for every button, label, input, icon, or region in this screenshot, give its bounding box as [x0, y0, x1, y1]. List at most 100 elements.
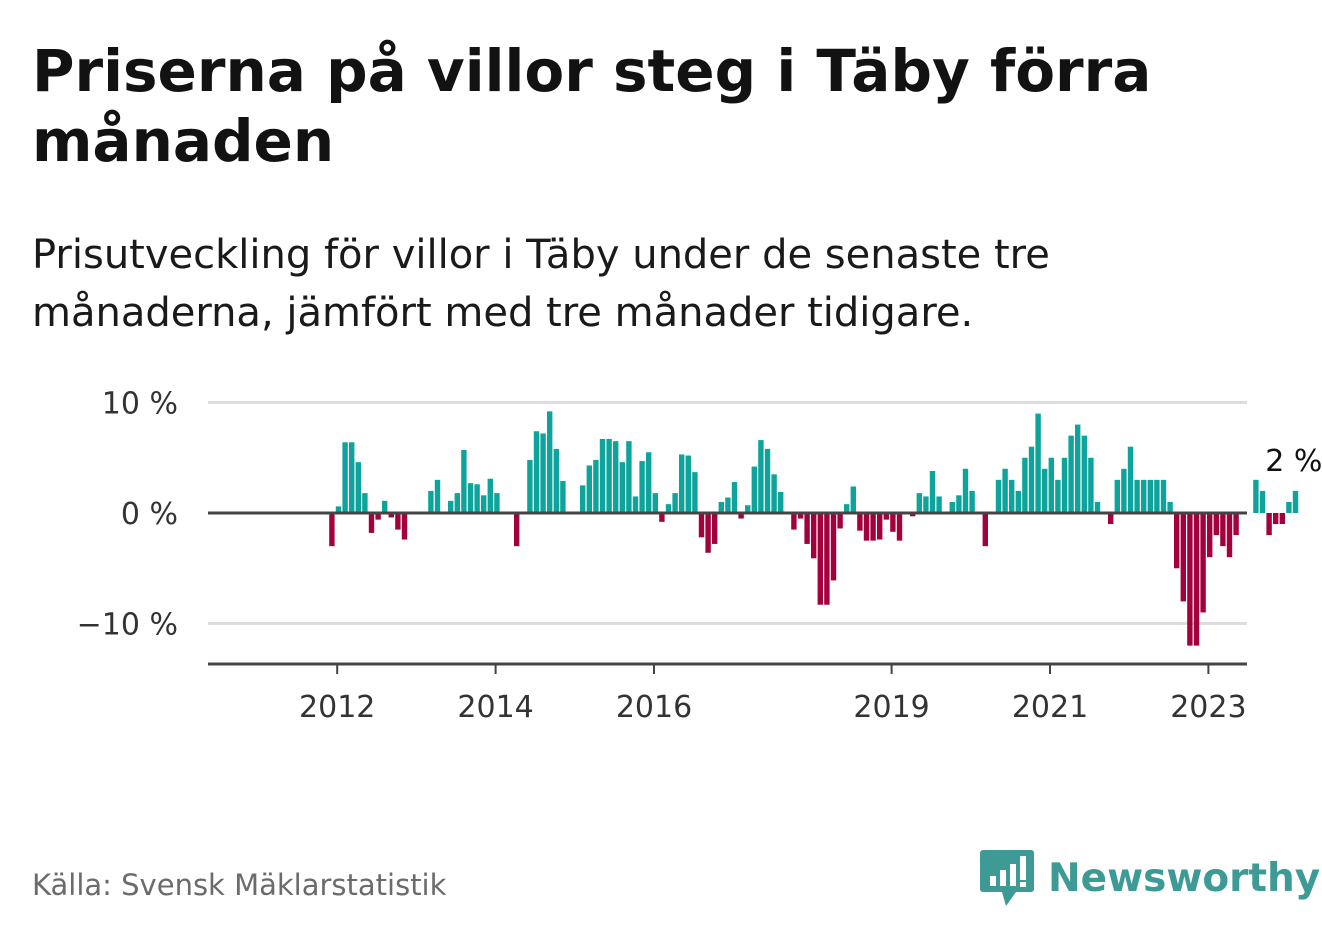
- bar: [586, 465, 592, 513]
- bar: [547, 411, 553, 513]
- bar: [758, 440, 764, 513]
- bar: [481, 495, 487, 513]
- bar: [1042, 468, 1048, 513]
- bar-series: [329, 411, 1299, 646]
- bar: [606, 438, 612, 513]
- bar: [368, 513, 375, 533]
- bar: [553, 448, 559, 513]
- bar: [593, 459, 599, 513]
- bar: [1286, 501, 1292, 513]
- bar: [1160, 479, 1167, 513]
- bar: [626, 441, 632, 513]
- bar: [1193, 513, 1200, 646]
- bar: [1259, 490, 1266, 513]
- bar: [487, 478, 493, 513]
- bar: [1048, 457, 1054, 513]
- bar: [342, 442, 348, 513]
- last-value-annotation: 2 %: [1265, 444, 1322, 479]
- bar: [870, 513, 876, 541]
- bar: [712, 513, 718, 544]
- bar: [916, 493, 922, 513]
- bar: [659, 513, 665, 522]
- bar: [982, 513, 988, 547]
- bar: [540, 433, 546, 513]
- bar: [1253, 479, 1259, 513]
- bar: [335, 506, 342, 513]
- bar: [1292, 490, 1299, 513]
- grid-lines: [208, 401, 1247, 625]
- bar: [1174, 513, 1180, 569]
- bar: [580, 485, 586, 514]
- bar: [1200, 513, 1206, 613]
- bar: [632, 496, 639, 513]
- bar: [995, 479, 1002, 513]
- bar: [837, 513, 843, 529]
- x-tick-label: 2021: [1012, 690, 1088, 725]
- bar: [349, 442, 355, 513]
- bar: [949, 501, 955, 513]
- bar: [778, 492, 784, 513]
- bar: [527, 459, 533, 513]
- bar: [850, 486, 856, 513]
- bar: [857, 513, 863, 531]
- x-tick-label: 2023: [1170, 690, 1246, 725]
- bar: [1121, 468, 1127, 513]
- bar: [428, 490, 434, 513]
- bar: [962, 468, 969, 513]
- bar: [969, 490, 975, 513]
- bar: [705, 513, 711, 553]
- bar: [494, 493, 500, 513]
- x-tick-label: 2012: [299, 690, 375, 725]
- bar: [1154, 479, 1160, 513]
- bar: [1180, 513, 1186, 602]
- bar: [1055, 479, 1061, 513]
- bar: [388, 513, 394, 518]
- bar: [883, 513, 889, 520]
- bar: [745, 505, 751, 513]
- bar: [1094, 501, 1101, 513]
- bar: [1088, 457, 1094, 513]
- bar: [896, 513, 903, 541]
- bar: [718, 501, 724, 513]
- bar: [692, 472, 698, 513]
- bar: [1134, 479, 1140, 513]
- bar: [665, 504, 672, 513]
- bar: [824, 513, 830, 605]
- bar: [679, 454, 685, 513]
- bar: [1028, 446, 1035, 513]
- bar-chart: 10 % 0 % −10 % 2012 2014 2016 2019 2021 2023 2 …: [77, 387, 1322, 726]
- bar: [791, 513, 797, 530]
- bar: [1213, 513, 1219, 536]
- bar: [329, 513, 335, 547]
- bar: [514, 513, 520, 547]
- bar: [1226, 513, 1233, 558]
- x-tick-label: 2016: [616, 690, 692, 725]
- bar: [811, 513, 817, 559]
- bar: [1022, 457, 1028, 513]
- bar: [1187, 513, 1193, 646]
- bar: [362, 493, 368, 513]
- bar: [797, 513, 804, 519]
- bar: [764, 448, 771, 513]
- bar: [533, 431, 540, 513]
- bar: [434, 479, 441, 513]
- y-tick-label: 0 %: [121, 497, 178, 532]
- bar: [929, 471, 936, 513]
- x-tick-label: 2019: [853, 690, 929, 725]
- bar: [1220, 513, 1226, 547]
- bar: [731, 482, 738, 513]
- brand-logo: Newsworthy: [980, 846, 1320, 910]
- chart-title: Priserna på villor steg i Täby förra mån…: [32, 37, 1152, 175]
- bar: [771, 474, 777, 513]
- newsworthy-logo-icon: [980, 850, 1034, 906]
- bar: [844, 504, 850, 513]
- bar: [375, 513, 381, 520]
- bar: [1068, 435, 1074, 513]
- x-tick-label: 2014: [457, 690, 533, 725]
- y-tick-label: 10 %: [102, 387, 178, 422]
- bar: [685, 455, 691, 513]
- bar: [672, 493, 678, 513]
- bar: [725, 497, 731, 513]
- bar: [395, 513, 401, 530]
- bar: [461, 450, 467, 513]
